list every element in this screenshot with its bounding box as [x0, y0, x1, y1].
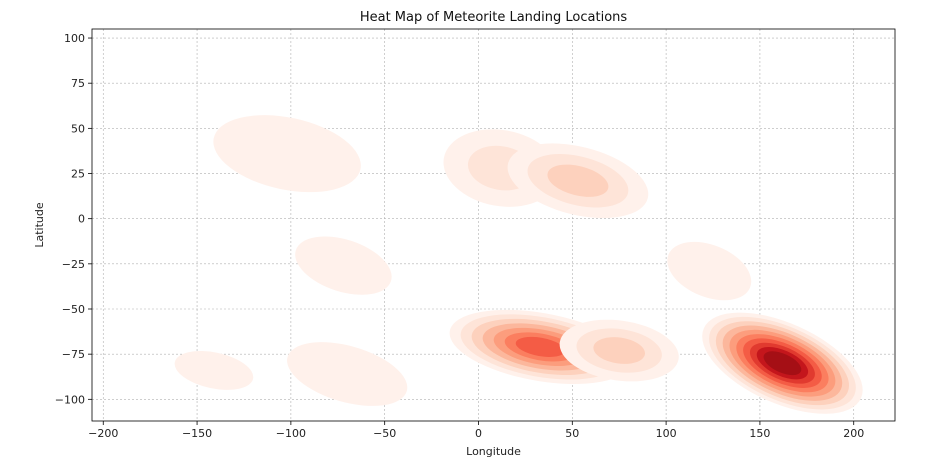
density-contour — [213, 115, 361, 193]
plot-frame — [91, 28, 896, 422]
x-tick-label: −200 — [88, 427, 118, 440]
x-tick-label: 50 — [565, 427, 579, 440]
y-tick-label: 0 — [78, 213, 85, 226]
density-cluster — [174, 350, 254, 390]
y-tick-label: 75 — [71, 77, 85, 90]
chart-title: Heat Map of Meteorite Landing Locations — [360, 10, 628, 25]
y-tick-label: −50 — [62, 303, 85, 316]
x-tick-label: −100 — [276, 427, 306, 440]
x-tick-label: 100 — [656, 427, 677, 440]
x-tick-label: −50 — [373, 427, 396, 440]
y-tick-label: −25 — [62, 258, 85, 271]
x-tick-label: 200 — [843, 427, 864, 440]
x-axis-label: Longitude — [466, 445, 521, 458]
y-tick-label: 50 — [71, 122, 85, 135]
grid-lines — [92, 29, 895, 421]
density-cluster — [507, 143, 649, 219]
density-contour — [593, 337, 646, 364]
density-contour — [547, 164, 609, 197]
density-cluster — [295, 236, 392, 295]
density-cluster — [559, 319, 679, 382]
density-contour — [295, 236, 392, 295]
density-contours — [174, 115, 863, 414]
y-tick-label: 25 — [71, 168, 85, 181]
density-cluster — [667, 241, 752, 301]
density-contour — [174, 350, 254, 390]
y-tick-label: −100 — [55, 393, 85, 406]
x-axis-ticks: −200 −150 −100 −50 0 50 100 150 200 — [88, 421, 864, 440]
density-cluster — [702, 312, 863, 414]
density-contour — [515, 336, 566, 358]
y-axis-ticks: −100 −75 −50 −25 0 25 50 75 100 — [55, 32, 92, 406]
x-tick-label: 0 — [475, 427, 482, 440]
density-cluster — [287, 342, 408, 406]
x-tick-label: 150 — [749, 427, 770, 440]
y-axis-label: Latitude — [33, 202, 46, 248]
density-contour — [287, 342, 408, 406]
density-contour — [763, 351, 802, 376]
density-cluster — [213, 115, 361, 193]
density-contour — [667, 241, 752, 301]
y-tick-label: 100 — [64, 32, 85, 45]
x-tick-label: −150 — [182, 427, 212, 440]
y-tick-label: −75 — [62, 348, 85, 361]
